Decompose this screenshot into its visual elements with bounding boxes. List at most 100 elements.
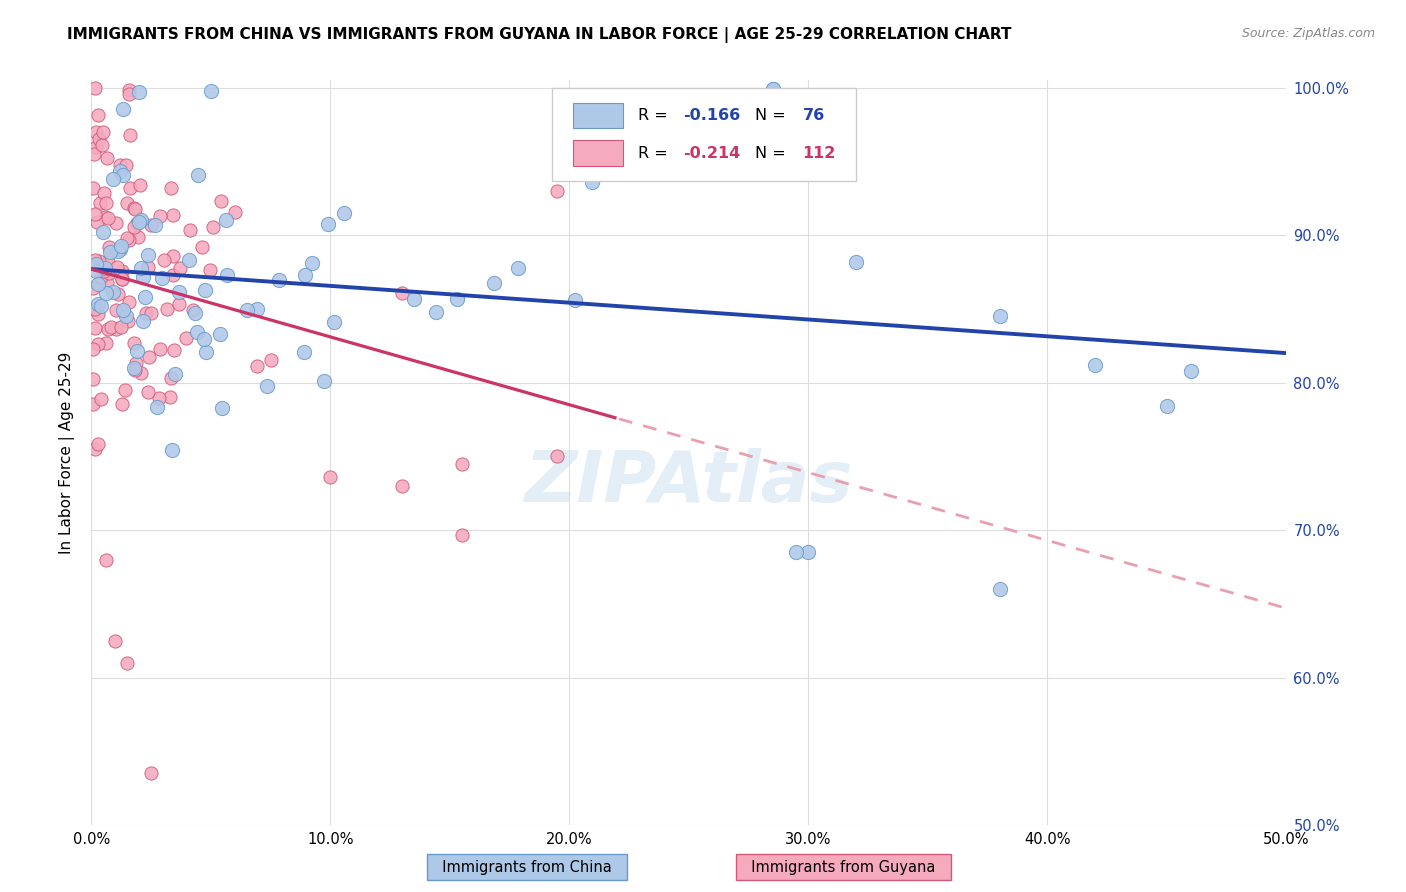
Point: [200, 84, 222, 98]
Point: [91, 226, 114, 240]
Point: [404, 293, 426, 307]
Point: [84, 301, 107, 316]
Point: [136, 260, 159, 274]
Point: [122, 336, 145, 351]
Point: [90, 270, 112, 285]
Point: [267, 273, 290, 287]
Point: [98, 266, 121, 280]
Text: Immigrants from Guyana: Immigrants from Guyana: [742, 860, 945, 874]
Point: [138, 350, 160, 364]
Point: [104, 302, 127, 317]
Point: [86, 263, 108, 277]
Point: [184, 305, 207, 319]
Point: [120, 181, 142, 195]
Point: [84, 252, 107, 267]
Point: [200, 262, 222, 277]
Point: [209, 194, 232, 209]
Point: [83, 147, 105, 161]
Point: [312, 374, 335, 388]
Point: [482, 277, 505, 291]
Point: [115, 231, 138, 245]
Point: [87, 132, 110, 146]
Point: [450, 457, 472, 471]
Point: [134, 290, 156, 304]
Point: [167, 297, 190, 311]
Point: [138, 384, 160, 399]
Point: [294, 268, 316, 282]
Point: [547, 450, 569, 464]
Point: [124, 363, 146, 377]
Point: [169, 261, 191, 276]
Point: [318, 217, 340, 231]
Point: [152, 253, 174, 268]
Point: [96, 336, 118, 351]
Point: [186, 325, 208, 339]
Point: [547, 184, 569, 198]
Point: [93, 260, 115, 275]
Point: [84, 207, 107, 221]
Point: [141, 766, 162, 780]
Point: [988, 309, 1011, 323]
Point: [211, 401, 233, 415]
Point: [761, 82, 783, 96]
Point: [124, 360, 146, 375]
Point: [224, 204, 246, 219]
Point: [91, 137, 114, 152]
Point: [118, 87, 141, 102]
Point: [94, 552, 117, 566]
Point: [162, 443, 184, 458]
Point: [425, 304, 447, 318]
Text: N =: N =: [755, 145, 790, 161]
Point: [564, 293, 586, 307]
Text: R =: R =: [637, 108, 672, 123]
Point: [107, 244, 129, 258]
Point: [117, 196, 139, 211]
Point: [82, 281, 104, 295]
Point: [246, 301, 269, 316]
Point: [162, 208, 184, 222]
Point: [111, 264, 134, 278]
Point: [110, 163, 132, 178]
Point: [163, 343, 186, 357]
Point: [139, 306, 162, 320]
Point: [136, 248, 159, 262]
Point: [114, 383, 136, 397]
Point: [84, 257, 107, 271]
Point: [96, 196, 118, 211]
Point: [89, 254, 111, 268]
Point: [112, 168, 135, 182]
Point: [96, 151, 118, 165]
Point: [146, 401, 169, 415]
Point: [246, 359, 269, 374]
Point: [93, 186, 115, 200]
Point: [259, 352, 281, 367]
Point: [195, 345, 218, 359]
Point: [702, 164, 724, 178]
Point: [162, 248, 184, 262]
Point: [785, 545, 807, 559]
Point: [89, 196, 111, 211]
Point: [450, 528, 472, 542]
Point: [108, 242, 131, 256]
Point: [797, 545, 820, 559]
Point: [256, 379, 278, 393]
Point: [187, 168, 209, 182]
Point: [115, 656, 138, 670]
Point: [150, 271, 173, 285]
Point: [97, 321, 120, 335]
Point: [82, 372, 104, 386]
Point: [104, 633, 127, 648]
Point: [125, 344, 148, 359]
Text: R =: R =: [637, 145, 672, 161]
Point: [122, 219, 145, 234]
Point: [108, 158, 131, 172]
Point: [86, 107, 108, 121]
Point: [97, 239, 120, 253]
Point: [117, 314, 139, 328]
Point: [174, 331, 197, 345]
Point: [149, 342, 172, 356]
Point: [94, 286, 117, 301]
Point: [127, 230, 149, 244]
Point: [1180, 364, 1202, 378]
Point: [83, 442, 105, 457]
